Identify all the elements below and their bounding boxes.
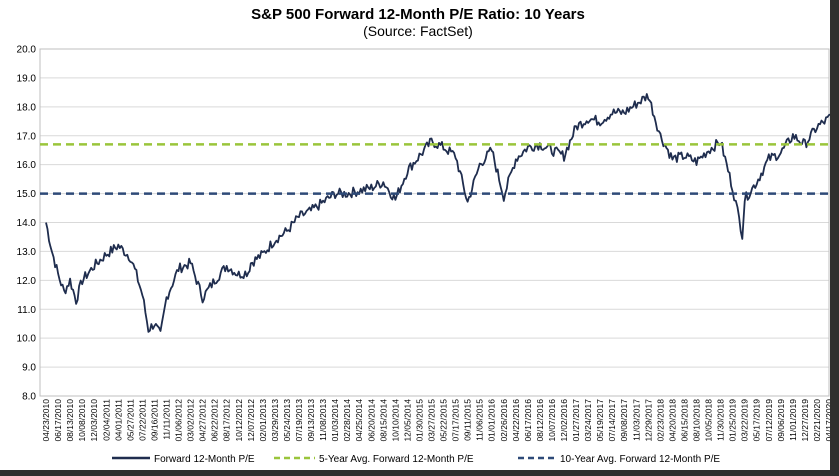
x-tick-label: 12/02/2016 <box>559 399 569 442</box>
x-tick-label: 03/27/2015 <box>426 399 436 442</box>
x-axis: 04/23/2010 06/17/2010 08/13/2010 10/08/2010… <box>41 399 834 442</box>
x-tick-label: 09/08/2017 <box>619 399 629 442</box>
x-tick-label: 12/29/2017 <box>643 399 653 442</box>
plot-area <box>39 48 830 397</box>
y-tick-label: 16.0 <box>17 160 37 171</box>
y-tick-label: 20.0 <box>17 45 37 56</box>
right-border <box>830 0 839 476</box>
x-tick-label: 06/20/2014 <box>366 399 376 442</box>
y-tick-label: 18.0 <box>17 102 37 113</box>
x-tick-label: 05/27/2011 <box>125 399 135 441</box>
series <box>40 93 839 333</box>
x-tick-label: 08/10/2018 <box>691 399 701 442</box>
chart-title: S&P 500 Forward 12-Month P/E Ratio: 10 Y… <box>251 6 585 23</box>
y-tick-label: 9.0 <box>22 363 36 374</box>
x-tick-label: 01/27/2017 <box>571 399 581 442</box>
x-tick-label: 04/23/2010 <box>41 399 51 442</box>
x-tick-label: 08/12/2016 <box>535 399 545 442</box>
x-tick-label: 01/25/2019 <box>728 399 738 442</box>
x-tick-label: 10/10/2014 <box>390 399 400 442</box>
x-tick-label: 05/22/2015 <box>439 399 449 442</box>
x-tick-label: 11/11/2011 <box>161 399 171 440</box>
y-tick-label: 17.0 <box>17 131 37 142</box>
x-tick-label: 06/17/2010 <box>53 399 63 442</box>
x-tick-label: 05/17/2019 <box>752 399 762 442</box>
x-tick-label: 10/05/2018 <box>704 399 714 442</box>
x-tick-label: 04/01/2011 <box>113 399 123 441</box>
x-tick-label: 07/12/2019 <box>764 399 774 442</box>
x-tick-label: 04/20/2018 <box>667 399 677 442</box>
x-tick-label: 04/25/2014 <box>354 399 364 442</box>
y-tick-label: 15.0 <box>17 189 37 200</box>
x-tick-label: 01/30/2015 <box>414 399 424 442</box>
x-tick-label: 07/14/2017 <box>607 399 617 442</box>
x-tick-label: 04/17/2020 <box>824 399 834 442</box>
x-tick-label: 12/27/2019 <box>800 399 810 442</box>
x-tick-label: 08/13/2010 <box>65 399 75 442</box>
y-tick-label: 11.0 <box>17 305 36 316</box>
x-tick-label: 06/22/2012 <box>210 399 220 442</box>
x-tick-label: 10/12/2012 <box>234 399 244 442</box>
y-tick-label: 10.0 <box>17 334 37 345</box>
x-tick-label: 01/01/2016 <box>487 399 497 442</box>
x-tick-label: 02/01/2013 <box>258 399 268 442</box>
x-tick-label: 02/04/2011 <box>101 399 111 441</box>
x-tick-label: 11/08/2013 <box>318 399 328 441</box>
x-tick-label: 08/17/2012 <box>222 399 232 442</box>
x-tick-label: 06/15/2018 <box>679 399 689 442</box>
x-tick-label: 07/22/2011 <box>137 399 147 441</box>
x-tick-label: 03/24/2017 <box>583 399 593 442</box>
x-tick-label: 10/08/2010 <box>77 399 87 442</box>
legend: Forward 12-Month P/E 5-Year Avg. Forward… <box>112 454 720 465</box>
x-tick-label: 09/06/2019 <box>776 399 786 442</box>
x-tick-label: 12/03/2010 <box>89 399 99 442</box>
x-tick-label: 11/06/2015 <box>475 399 485 441</box>
y-tick-label: 13.0 <box>17 247 37 258</box>
series-line-forward-pe <box>45 93 839 333</box>
x-tick-label: 11/30/2018 <box>716 399 726 441</box>
x-tick-label: 03/29/2013 <box>270 399 280 442</box>
x-tick-label: 11/01/2019 <box>788 399 798 441</box>
x-tick-label: 04/22/2016 <box>511 399 521 442</box>
x-tick-label: 07/17/2015 <box>451 399 461 442</box>
y-tick-label: 14.0 <box>17 218 37 229</box>
x-tick-label: 03/22/2019 <box>740 399 750 442</box>
x-tick-label: 02/28/2014 <box>342 399 352 442</box>
bottom-border <box>0 470 839 476</box>
x-tick-label: 12/07/2012 <box>246 399 256 442</box>
x-tick-label: 05/24/2013 <box>282 399 292 442</box>
x-tick-label: 03/02/2012 <box>186 399 196 442</box>
y-tick-label: 8.0 <box>22 392 36 403</box>
x-tick-label: 02/26/2016 <box>499 399 509 442</box>
x-tick-label: 11/03/2017 <box>631 399 641 441</box>
x-tick-label: 10/07/2016 <box>547 399 557 442</box>
x-tick-label: 05/19/2017 <box>595 399 605 442</box>
y-axis: 8.0 9.0 10.0 11.0 12.0 13.0 14.0 15.0 16.0 17.0 18… <box>17 45 37 403</box>
x-tick-label: 02/23/2018 <box>655 399 665 442</box>
y-tick-label: 12.0 <box>17 276 37 287</box>
x-tick-label: 09/16/2011 <box>149 399 159 441</box>
x-tick-label: 09/11/2015 <box>463 399 473 441</box>
x-tick-label: 07/19/2013 <box>294 399 304 442</box>
x-tick-label: 09/13/2013 <box>306 399 316 442</box>
chart-subtitle: (Source: FactSet) <box>363 23 473 39</box>
x-tick-label: 06/17/2016 <box>523 399 533 442</box>
x-tick-label: 08/15/2014 <box>378 399 388 442</box>
x-tick-label: 04/27/2012 <box>198 399 208 442</box>
y-tick-label: 19.0 <box>17 73 37 84</box>
x-tick-label: 02/21/2020 <box>812 399 822 442</box>
gridlines <box>40 48 829 397</box>
x-tick-label: 01/03/2014 <box>330 399 340 442</box>
legend-label-10yr: 10-Year Avg. Forward 12-Month P/E <box>560 454 720 465</box>
x-tick-label: 12/05/2014 <box>402 399 412 442</box>
legend-label-pe: Forward 12-Month P/E <box>154 454 255 465</box>
legend-label-5yr: 5-Year Avg. Forward 12-Month P/E <box>319 454 474 465</box>
x-tick-label: 01/06/2012 <box>174 399 184 442</box>
